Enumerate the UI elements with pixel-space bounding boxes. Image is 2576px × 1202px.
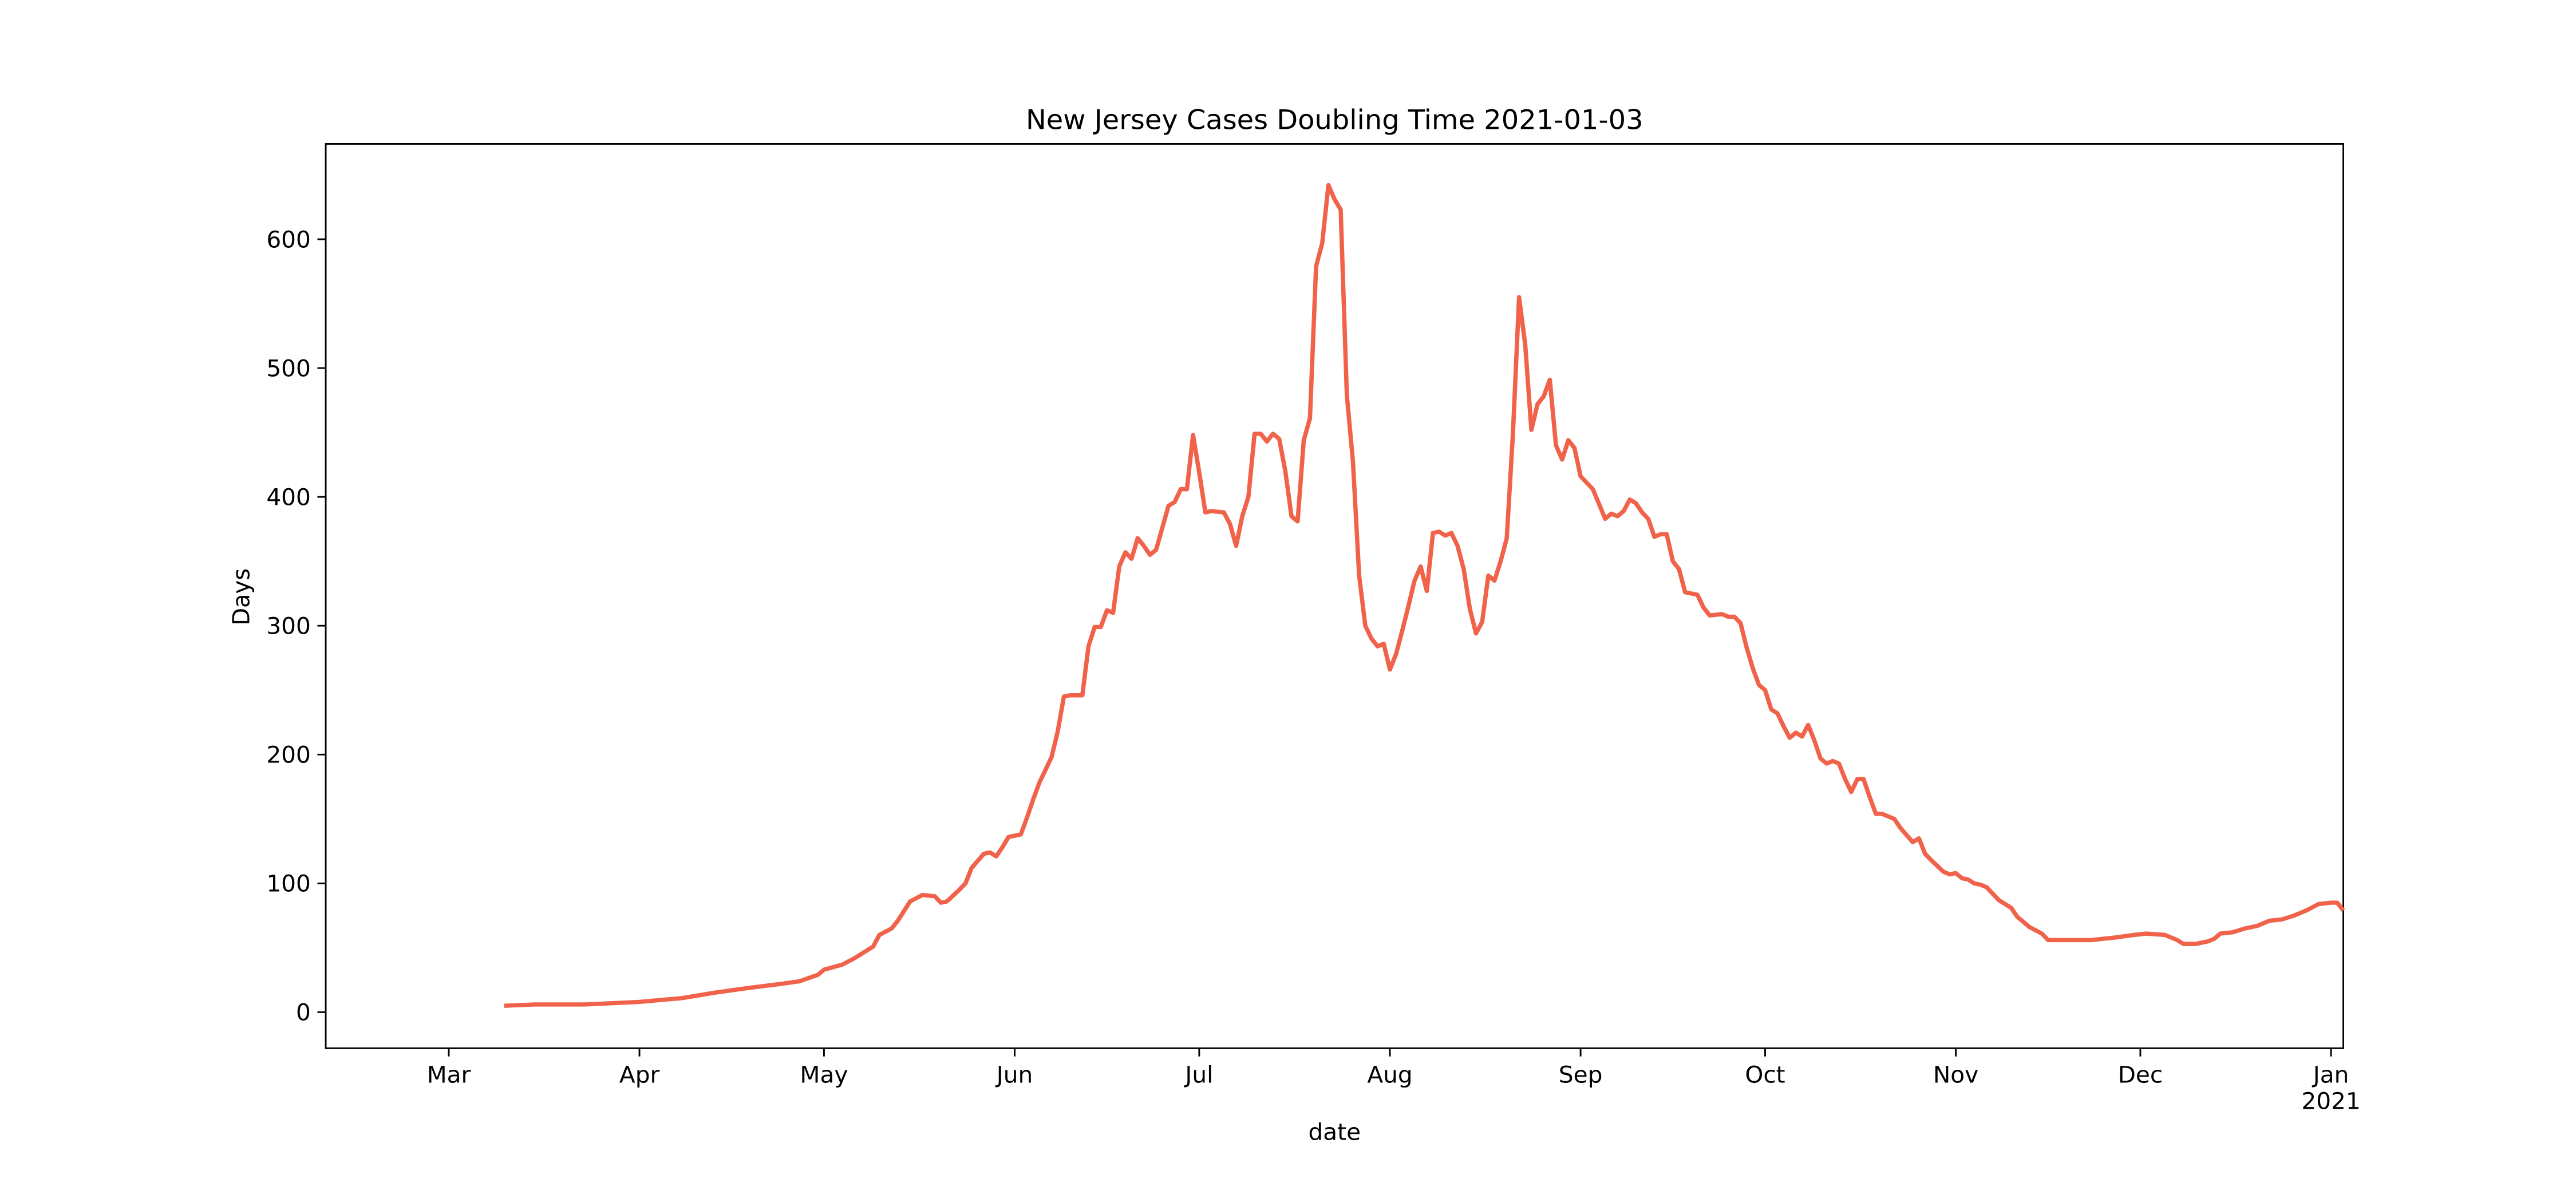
- x-tick-label: Jul: [1183, 1062, 1213, 1089]
- x-tick-label: Oct: [1745, 1062, 1785, 1089]
- x-axis-label: date: [1308, 1119, 1361, 1146]
- y-tick-label: 400: [266, 484, 311, 511]
- y-tick-label: 0: [296, 999, 311, 1026]
- y-tick-label: 300: [266, 613, 311, 640]
- x-tick-label: Jan 2021: [2301, 1062, 2360, 1115]
- y-tick-label: 600: [266, 227, 311, 254]
- x-tick-label: Nov: [1933, 1062, 1978, 1089]
- y-tick-label: 500: [266, 355, 311, 382]
- x-tick-label: May: [800, 1062, 848, 1089]
- y-tick-label: 100: [266, 871, 311, 897]
- plot-frame: [325, 143, 2344, 1049]
- x-tick-label: Sep: [1559, 1062, 1603, 1089]
- x-tick-label: Aug: [1367, 1062, 1412, 1089]
- y-axis-label: Days: [228, 568, 255, 626]
- data-line: [504, 183, 2345, 1008]
- x-tick-label: Jun: [995, 1062, 1033, 1089]
- chart-title: New Jersey Cases Doubling Time 2021-01-0…: [1026, 105, 1643, 136]
- x-tick-label: Dec: [2118, 1062, 2163, 1089]
- y-tick-label: 200: [266, 742, 311, 769]
- x-tick-label: Mar: [427, 1062, 471, 1089]
- x-tick-label: Apr: [619, 1062, 660, 1089]
